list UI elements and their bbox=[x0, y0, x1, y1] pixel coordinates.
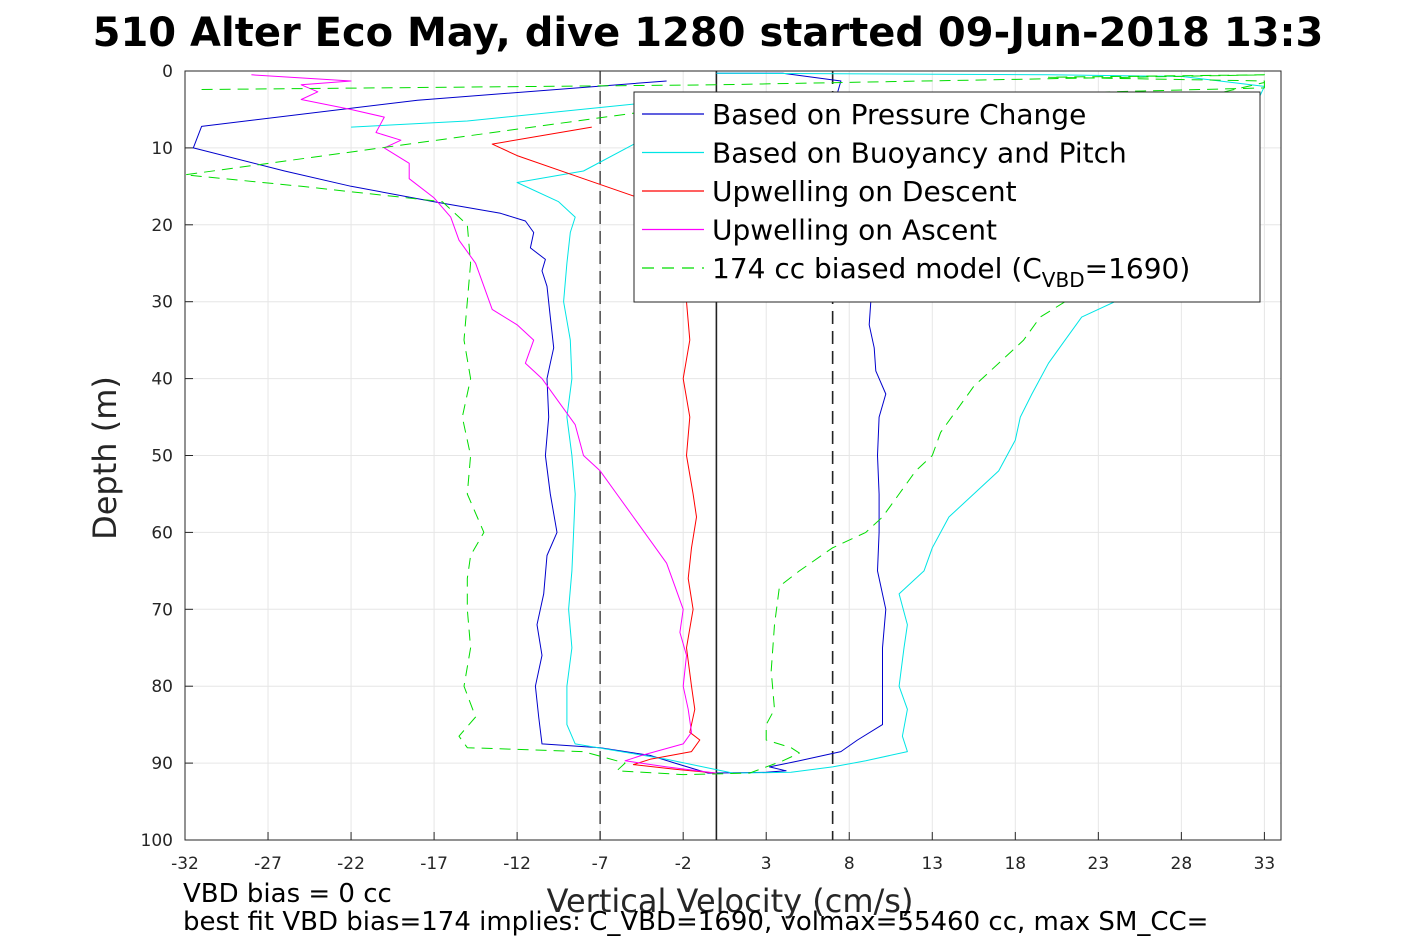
x-tick-label: -22 bbox=[337, 854, 365, 874]
y-axis-label: Depth (m) bbox=[86, 376, 124, 540]
x-axis-label: Vertical Velocity (cm/s) bbox=[547, 882, 914, 920]
y-tick-label: 30 bbox=[151, 293, 173, 313]
x-tick-label: 8 bbox=[844, 854, 855, 874]
x-tick-label: -32 bbox=[171, 854, 199, 874]
x-tick-label: -2 bbox=[675, 854, 692, 874]
x-tick-label: 3 bbox=[761, 854, 772, 874]
best-fit-note: best fit VBD bias=174 implies: C_VBD=169… bbox=[183, 907, 1208, 937]
series-line-4 bbox=[184, 74, 1265, 776]
x-tick-label: 28 bbox=[1171, 854, 1193, 874]
legend-entry-label: Upwelling on Descent bbox=[712, 175, 1017, 208]
legend-entry: Based on Pressure Change bbox=[712, 98, 1086, 131]
chart-title: 510 Alter Eco May, dive 1280 started 09-… bbox=[93, 10, 1324, 56]
vbd-bias-note: VBD bias = 0 cc bbox=[183, 879, 392, 909]
series-line-1 bbox=[351, 72, 1265, 774]
x-tick-label: -17 bbox=[420, 854, 448, 874]
x-tick-label: 13 bbox=[921, 854, 943, 874]
series-line-3 bbox=[251, 74, 717, 774]
y-tick-label: 60 bbox=[151, 523, 173, 543]
legend-entry-label: Based on Pressure Change bbox=[712, 98, 1086, 131]
legend-entry: Upwelling on Ascent bbox=[712, 214, 997, 247]
series-line-0 bbox=[192, 72, 887, 774]
legend-entry-subscript: VBD bbox=[1042, 268, 1085, 292]
y-tick-label: 80 bbox=[151, 677, 173, 697]
legend-entry-label: 174 cc biased model (C bbox=[712, 252, 1042, 285]
x-tick-label: -7 bbox=[592, 854, 609, 874]
x-tick-label: -27 bbox=[254, 854, 282, 874]
series-group bbox=[184, 72, 1265, 776]
legend: Based on Pressure Change Based on Buoyanc… bbox=[633, 91, 1261, 303]
y-tick-label: 0 bbox=[162, 62, 173, 82]
y-tick-label: 90 bbox=[151, 754, 173, 774]
y-tick-label: 70 bbox=[151, 600, 173, 620]
legend-entry-label: Upwelling on Ascent bbox=[712, 214, 997, 247]
y-tick-label: 50 bbox=[151, 447, 173, 467]
y-tick-label: 100 bbox=[141, 831, 173, 851]
legend-entry: Upwelling on Descent bbox=[712, 175, 1017, 208]
plot-frame bbox=[184, 70, 1282, 841]
x-tick-label: 33 bbox=[1254, 854, 1276, 874]
x-tick-label: -12 bbox=[503, 854, 531, 874]
y-tick-label: 20 bbox=[151, 216, 173, 236]
legend-box bbox=[633, 91, 1261, 303]
legend-entry-tail: =1690) bbox=[1085, 252, 1191, 285]
legend-entry-label: Based on Buoyancy and Pitch bbox=[712, 137, 1127, 170]
x-tick-label: 18 bbox=[1004, 854, 1026, 874]
y-tick-label: 10 bbox=[151, 139, 173, 159]
legend-entry: 174 cc biased model (CVBD=1690) bbox=[712, 252, 1190, 292]
tick-labels: -32 -27 -22 -17 -12 -7 -2 3 8 13 18 23 28 33 0 10 20 30 40… bbox=[141, 62, 1276, 874]
x-tick-label: 23 bbox=[1088, 854, 1110, 874]
legend-entry: Based on Buoyancy and Pitch bbox=[712, 137, 1127, 170]
y-tick-label: 40 bbox=[151, 370, 173, 390]
